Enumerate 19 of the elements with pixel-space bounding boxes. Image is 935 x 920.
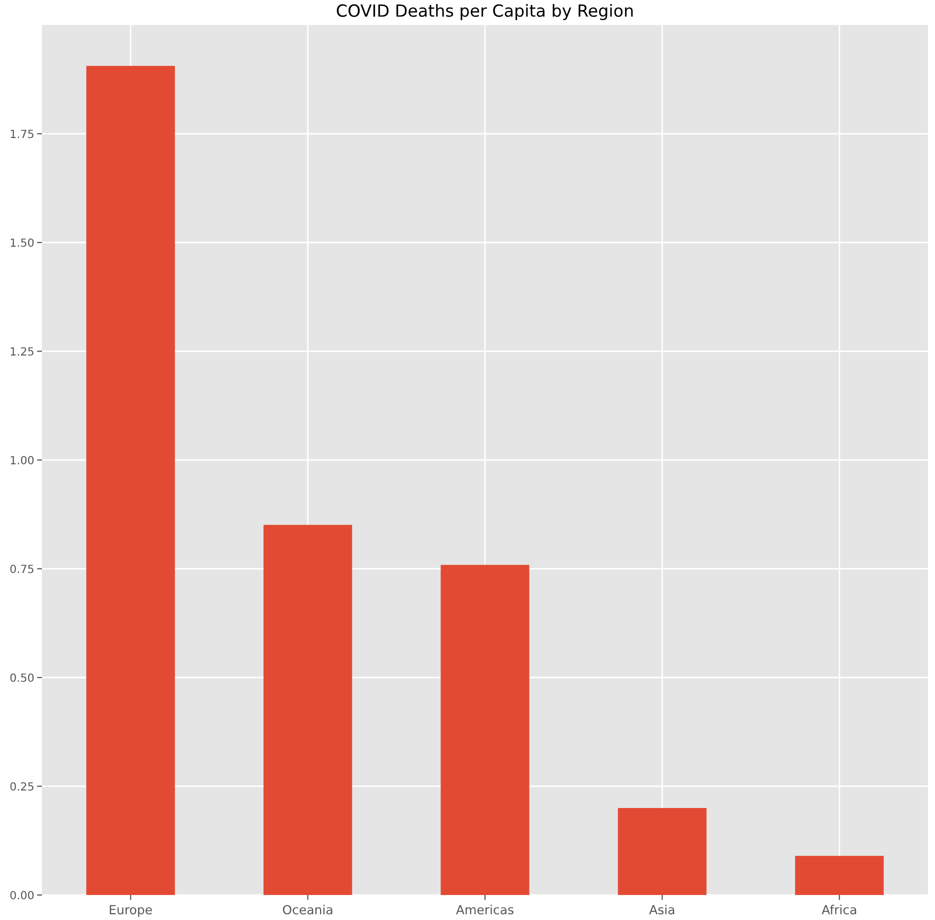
y-tick-label: 1.00 [10,456,34,464]
x-tick-label: Europe [110,905,152,917]
bar [618,808,706,895]
y-tick-label: 1.75 [10,130,34,138]
y-tick-label: 0.25 [10,782,34,791]
x-tick-label: Africa [822,904,856,914]
x-tick-label: Asia [649,904,674,914]
x-tick-label: Oceania [282,904,332,914]
bar [86,66,175,895]
chart-title: COVID Deaths per Capita by Region [336,4,633,20]
bar [440,564,530,895]
x-tick-label: Americas [456,904,514,914]
bar [795,856,884,895]
y-tick-label: 0.75 [10,564,34,574]
y-tick-label: 0.00 [10,890,34,900]
y-tick-label: 1.50 [10,238,34,247]
y-tick-label: 0.50 [10,673,34,682]
y-tick-label: 1.25 [10,347,34,356]
bar [264,524,352,895]
